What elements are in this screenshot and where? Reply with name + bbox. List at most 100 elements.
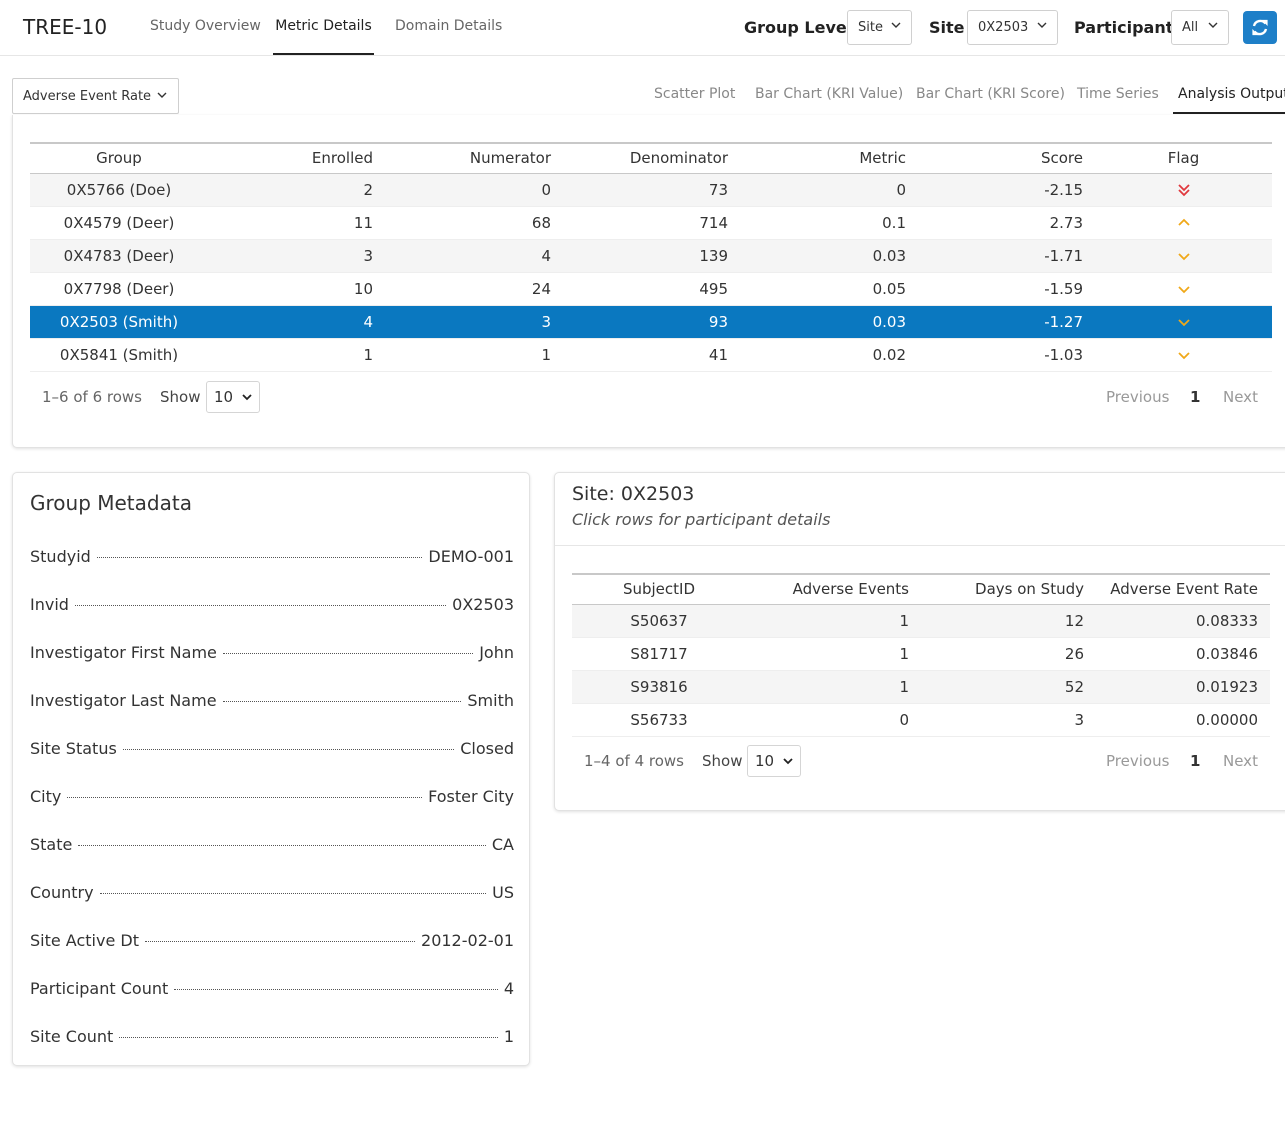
leader-dots bbox=[99, 893, 487, 894]
chevron-down-icon bbox=[1037, 22, 1047, 28]
subtab-scatter-plot[interactable]: Scatter Plot bbox=[654, 86, 736, 102]
next-page-button[interactable]: Next bbox=[1223, 752, 1258, 770]
col-header-enrolled[interactable]: Enrolled bbox=[208, 142, 385, 174]
participant-table-header: SubjectID Adverse Events Days on Study A… bbox=[572, 573, 1270, 605]
page-size-select[interactable]: 10 bbox=[206, 381, 260, 413]
col-header-days-on-study[interactable]: Days on Study bbox=[921, 573, 1096, 605]
cell-numerator: 3 bbox=[385, 305, 563, 339]
metadata-label: Site Active Dt bbox=[30, 931, 139, 950]
cell-score: -2.15 bbox=[918, 173, 1095, 207]
site-detail-panel: Site: 0X2503 Click rows for participant … bbox=[554, 472, 1285, 811]
cell-enrolled: 11 bbox=[208, 206, 385, 240]
cell-numerator: 4 bbox=[385, 239, 563, 273]
subtab-analysis-output[interactable]: Analysis Output bbox=[1173, 86, 1285, 114]
cell-adverse-event-rate: 0.00000 bbox=[1096, 703, 1270, 737]
chevron-down-icon bbox=[783, 758, 793, 765]
cell-denominator: 139 bbox=[563, 239, 740, 273]
col-header-numerator[interactable]: Numerator bbox=[385, 142, 563, 174]
site-select[interactable]: 0X2503 bbox=[967, 10, 1058, 45]
metric-select[interactable]: Adverse Event Rate bbox=[12, 78, 179, 114]
col-header-metric[interactable]: Metric bbox=[740, 142, 918, 174]
metadata-row: Studyid DEMO-001 bbox=[30, 547, 514, 569]
table-row[interactable]: 0X5766 (Doe) 2 0 73 0 -2.15 bbox=[30, 173, 1272, 207]
table-row[interactable]: S81717 1 26 0.03846 bbox=[572, 637, 1270, 671]
metadata-row: Country US bbox=[30, 883, 514, 905]
metric-select-value: Adverse Event Rate bbox=[23, 89, 152, 104]
pager-info: 1–6 of 6 rows bbox=[42, 388, 142, 406]
current-page-button[interactable]: 1 bbox=[1190, 388, 1201, 406]
subtab-bar-chart-kri-value[interactable]: Bar Chart (KRI Value) bbox=[755, 86, 904, 102]
cell-group: 0X7798 (Deer) bbox=[30, 272, 208, 306]
metadata-row: Invid 0X2503 bbox=[30, 595, 514, 617]
current-page-button[interactable]: 1 bbox=[1190, 752, 1201, 770]
cell-subjectid: S93816 bbox=[572, 670, 746, 704]
chevron-down-icon bbox=[1177, 252, 1190, 260]
next-page-button[interactable]: Next bbox=[1223, 388, 1258, 406]
cell-denominator: 495 bbox=[563, 272, 740, 306]
col-header-adverse-events[interactable]: Adverse Events bbox=[746, 573, 921, 605]
leader-dots bbox=[74, 605, 447, 606]
col-header-denominator[interactable]: Denominator bbox=[563, 142, 740, 174]
cell-metric: 0.03 bbox=[740, 239, 918, 273]
cell-subjectid: S56733 bbox=[572, 703, 746, 737]
page-size-select[interactable]: 10 bbox=[747, 745, 801, 777]
tab-metric-details[interactable]: Metric Details bbox=[273, 18, 374, 55]
metadata-value: 4 bbox=[503, 979, 514, 998]
table-row[interactable]: 0X4579 (Deer) 11 68 714 0.1 2.73 bbox=[30, 206, 1272, 240]
col-header-adverse-event-rate[interactable]: Adverse Event Rate bbox=[1096, 573, 1270, 605]
participant-label: Participant bbox=[1074, 18, 1174, 37]
cell-enrolled: 1 bbox=[208, 338, 385, 372]
cell-days-on-study: 26 bbox=[921, 637, 1096, 671]
metadata-value: 0X2503 bbox=[452, 595, 514, 614]
leader-dots bbox=[174, 989, 498, 990]
col-header-score[interactable]: Score bbox=[918, 142, 1095, 174]
previous-page-button[interactable]: Previous bbox=[1106, 752, 1170, 770]
analysis-output-panel: Group Enrolled Numerator Denominator Met… bbox=[12, 115, 1285, 448]
subtab-bar-chart-kri-score[interactable]: Bar Chart (KRI Score) bbox=[916, 86, 1065, 102]
chevron-down-icon bbox=[1208, 22, 1218, 28]
group-metadata-panel: Group Metadata Studyid DEMO-001 Invid 0X25… bbox=[12, 472, 530, 1066]
cell-subjectid: S81717 bbox=[572, 637, 746, 671]
metadata-value: CA bbox=[491, 835, 514, 854]
col-header-flag[interactable]: Flag bbox=[1095, 142, 1272, 174]
col-header-group[interactable]: Group bbox=[30, 142, 208, 174]
leader-dots bbox=[67, 797, 423, 798]
refresh-icon bbox=[1252, 19, 1268, 36]
previous-page-button[interactable]: Previous bbox=[1106, 388, 1170, 406]
table-row-selected[interactable]: 0X2503 (Smith) 4 3 93 0.03 -1.27 bbox=[30, 305, 1272, 339]
top-nav-bar: TREE-10 Study Overview Metric Details Do… bbox=[0, 0, 1285, 56]
chevron-up-icon bbox=[1177, 218, 1190, 226]
cell-metric: 0.03 bbox=[740, 305, 918, 339]
metadata-label: Investigator First Name bbox=[30, 643, 217, 662]
col-header-subjectid[interactable]: SubjectID bbox=[572, 573, 746, 605]
leader-dots bbox=[96, 557, 423, 558]
chevron-down-icon bbox=[157, 92, 167, 98]
tab-domain-details[interactable]: Domain Details bbox=[395, 18, 503, 34]
leader-dots bbox=[122, 749, 455, 750]
chevron-down-icon bbox=[1177, 351, 1190, 359]
cell-score: -1.59 bbox=[918, 272, 1095, 306]
cell-days-on-study: 3 bbox=[921, 703, 1096, 737]
site-value: 0X2503 bbox=[978, 20, 1029, 35]
cell-numerator: 0 bbox=[385, 173, 563, 207]
cell-enrolled: 10 bbox=[208, 272, 385, 306]
table-row[interactable]: 0X5841 (Smith) 1 1 41 0.02 -1.03 bbox=[30, 338, 1272, 372]
participant-select[interactable]: All bbox=[1171, 10, 1229, 45]
subtab-time-series[interactable]: Time Series bbox=[1077, 86, 1159, 102]
cell-flag bbox=[1095, 305, 1272, 339]
metadata-label: Studyid bbox=[30, 547, 91, 566]
show-label: Show bbox=[160, 388, 201, 406]
group-level-select[interactable]: Site bbox=[847, 10, 912, 45]
cell-score: -1.71 bbox=[918, 239, 1095, 273]
table-row[interactable]: 0X7798 (Deer) 10 24 495 0.05 -1.59 bbox=[30, 272, 1272, 306]
refresh-button[interactable] bbox=[1243, 11, 1277, 44]
metadata-label: State bbox=[30, 835, 73, 854]
table-row[interactable]: S56733 0 3 0.00000 bbox=[572, 703, 1270, 737]
tab-study-overview[interactable]: Study Overview bbox=[150, 18, 261, 34]
leader-dots bbox=[222, 653, 474, 654]
table-row[interactable]: 0X4783 (Deer) 3 4 139 0.03 -1.71 bbox=[30, 239, 1272, 273]
table-row[interactable]: S50637 1 12 0.08333 bbox=[572, 604, 1270, 638]
table-row[interactable]: S93816 1 52 0.01923 bbox=[572, 670, 1270, 704]
cell-enrolled: 2 bbox=[208, 173, 385, 207]
cell-metric: 0.1 bbox=[740, 206, 918, 240]
